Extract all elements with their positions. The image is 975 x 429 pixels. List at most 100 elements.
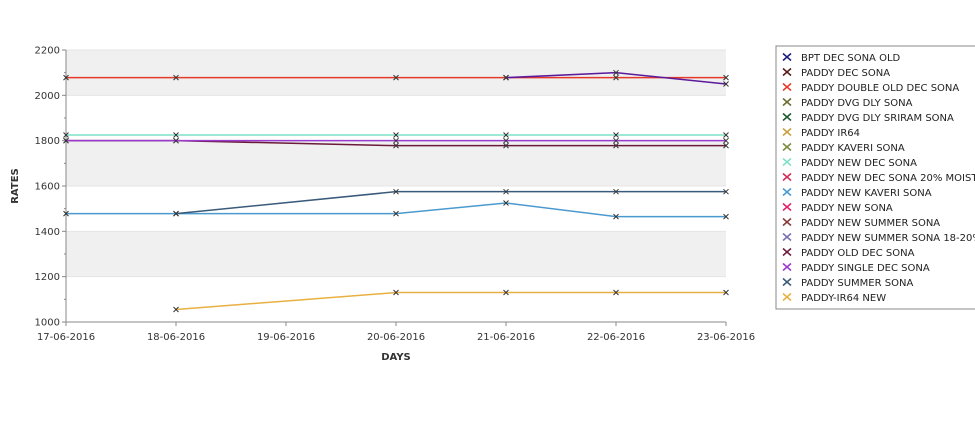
point-marker	[723, 132, 729, 138]
legend-marker	[782, 187, 792, 197]
point-marker	[173, 210, 179, 217]
x-tick-label: 20-06-2016	[367, 332, 425, 343]
legend-marker	[782, 202, 792, 212]
data-point	[393, 132, 399, 138]
legend-label: PADDY DOUBLE OLD DEC SONA	[801, 83, 959, 94]
point-marker	[393, 188, 399, 195]
data-point	[393, 74, 399, 81]
data-point	[63, 137, 69, 144]
legend-item: PADDY NEW KAVERI SONA	[782, 187, 932, 199]
data-point	[173, 137, 179, 144]
y-tick-label: 1800	[35, 136, 60, 147]
point-marker	[723, 81, 729, 87]
legend-item: PADDY NEW SONA	[782, 202, 893, 214]
data-point	[503, 200, 509, 206]
data-point	[613, 69, 619, 76]
legend-marker	[782, 292, 792, 302]
legend-marker	[782, 172, 792, 182]
point-marker	[173, 132, 179, 138]
legend-label: PADDY DEC SONA	[801, 68, 890, 79]
legend-marker	[782, 277, 792, 287]
point-marker	[393, 74, 399, 81]
x-tick-label: 18-06-2016	[147, 332, 205, 343]
legend-label: PADDY NEW SUMMER SONA 18-20%	[801, 233, 975, 244]
data-point	[723, 142, 729, 149]
legend-item: PADDY KAVERI SONA	[782, 142, 905, 154]
point-marker	[63, 137, 69, 144]
legend-label: PADDY IR64	[801, 128, 860, 139]
data-point	[393, 289, 399, 296]
point-marker	[613, 213, 619, 220]
point-marker	[503, 137, 509, 144]
legend-label: PADDY NEW KAVERI SONA	[801, 188, 932, 199]
data-point	[723, 81, 729, 87]
y-tick-label: 1400	[35, 227, 60, 238]
x-tick-label: 23-06-2016	[697, 332, 755, 343]
legend-label: BPT DEC SONA OLD	[801, 53, 901, 64]
point-marker	[723, 137, 729, 144]
point-marker	[393, 137, 399, 144]
legend-item: PADDY NEW SUMMER SONA	[782, 217, 940, 229]
point-marker	[393, 142, 399, 149]
data-point	[503, 132, 509, 138]
data-point	[173, 210, 179, 217]
point-marker	[63, 132, 69, 138]
data-point	[173, 306, 179, 313]
y-axis-title: RATES	[10, 168, 21, 204]
x-tick-label: 17-06-2016	[37, 332, 95, 343]
legend-marker	[782, 97, 792, 107]
x-axis-ticks: 17-06-2016 18-06-2016 19-06-2016 20-06-2016…	[37, 322, 755, 343]
legend-marker	[782, 217, 792, 227]
data-point	[723, 137, 729, 144]
grid-band	[66, 140, 726, 186]
legend-marker	[782, 67, 792, 77]
point-marker	[613, 132, 619, 138]
data-point	[723, 289, 729, 296]
point-marker	[613, 188, 619, 195]
legend-marker	[782, 127, 792, 137]
point-marker	[393, 210, 399, 217]
point-marker	[613, 137, 619, 144]
legend-marker	[782, 247, 792, 257]
point-marker	[393, 132, 399, 138]
data-point	[503, 74, 509, 81]
data-point	[63, 210, 69, 217]
legend-label: PADDY NEW DEC SONA 20% MOISTUR	[801, 173, 975, 184]
y-tick-label: 2000	[35, 91, 60, 102]
data-point	[173, 74, 179, 81]
data-point	[503, 188, 509, 195]
legend-item: PADDY DVG DLY SRIRAM SONA	[782, 112, 954, 124]
point-marker	[173, 74, 179, 81]
legend-label: PADDY OLD DEC SONA	[801, 248, 915, 259]
x-tick-label: 21-06-2016	[477, 332, 535, 343]
legend-item: PADDY SINGLE DEC SONA	[782, 262, 930, 274]
data-point	[723, 74, 729, 81]
legend-item: PADDY NEW DEC SONA 20% MOISTUR	[782, 172, 975, 184]
point-marker	[723, 74, 729, 81]
data-point	[63, 132, 69, 138]
point-marker	[723, 188, 729, 195]
point-marker	[173, 306, 179, 313]
legend-marker	[782, 52, 792, 62]
legend-label: PADDY SUMMER SONA	[801, 278, 913, 289]
legend-marker	[782, 232, 792, 242]
point-marker	[503, 142, 509, 149]
y-axis-ticks: 1000 1200 1400 1600 1800 2000 2200	[35, 46, 66, 329]
point-marker	[613, 74, 619, 81]
legend-item: PADDY DOUBLE OLD DEC SONA	[782, 82, 959, 94]
legend-marker	[782, 142, 792, 152]
legend-marker	[782, 82, 792, 92]
legend-label: PADDY DVG DLY SRIRAM SONA	[801, 113, 954, 124]
data-point	[63, 74, 69, 81]
x-axis-title: DAYS	[381, 352, 411, 363]
point-marker	[723, 142, 729, 149]
legend-marker	[782, 262, 792, 272]
point-marker	[723, 289, 729, 296]
data-point	[723, 213, 729, 220]
legend-item: PADDY IR64	[782, 127, 860, 139]
y-tick-label: 1600	[35, 182, 60, 193]
point-marker	[613, 142, 619, 149]
point-marker	[503, 188, 509, 195]
point-marker	[393, 289, 399, 296]
